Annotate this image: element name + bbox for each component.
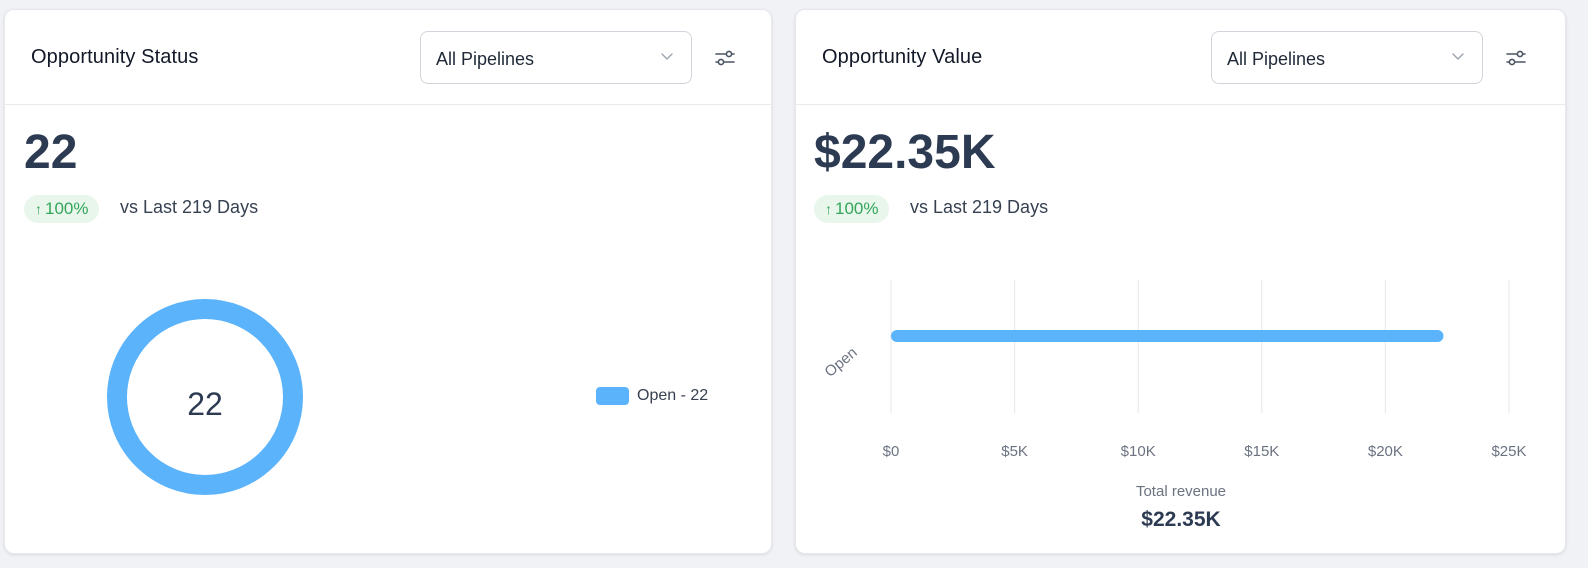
comparison-label: vs Last 219 Days [120, 197, 259, 217]
pipeline-select[interactable]: All Pipelines [420, 31, 692, 84]
x-tick-label: $25K [1491, 443, 1526, 460]
chevron-down-icon [1452, 53, 1464, 60]
chart-legend[interactable]: Open - 22 [596, 386, 708, 406]
donut-center-label: 22 [187, 386, 223, 422]
x-tick-label: $15K [1244, 443, 1279, 460]
comparison-label: vs Last 219 Days [910, 197, 1049, 217]
card-header: Opportunity Value All Pipelines [796, 10, 1565, 105]
change-value: 100% [45, 199, 89, 218]
pipeline-select[interactable]: All Pipelines [1211, 31, 1483, 84]
total-revenue-label: Total revenue [1135, 483, 1227, 500]
change-badge: ↑ 100% [24, 195, 100, 223]
legend-label-open: Open - 22 [637, 387, 709, 404]
sliders-icon[interactable] [1504, 46, 1528, 70]
card-title: Opportunity Value [822, 46, 983, 68]
donut-slice-open[interactable] [107, 299, 303, 495]
total-revenue-value: $22.35K [1141, 508, 1221, 531]
pipeline-select-value: All Pipelines [436, 49, 535, 69]
y-category-label: Open [822, 344, 861, 381]
legend-swatch-open [596, 387, 629, 405]
x-tick-label: $20K [1368, 443, 1403, 460]
opportunity-status-card: Opportunity Status All Pipelines 22 ↑ 100… [4, 9, 772, 554]
x-tick-label: $10K [1121, 443, 1156, 460]
bar-chart: $0 $5K $10K $15K $20K $25K Open [822, 280, 1527, 460]
card-title: Opportunity Status [31, 46, 199, 68]
opportunity-value-card: Opportunity Value All Pipelines $22.35K … [795, 9, 1566, 554]
x-tick-label: $5K [1001, 443, 1028, 460]
arrow-up-icon: ↑ [825, 201, 832, 217]
opportunity-value-total: $22.35K [814, 126, 996, 179]
arrow-up-icon: ↑ [35, 201, 42, 217]
pipeline-select-value: All Pipelines [1227, 49, 1326, 69]
card-header: Opportunity Status All Pipelines [5, 10, 771, 105]
donut-chart [107, 299, 303, 495]
opportunity-count: 22 [24, 126, 78, 179]
chevron-down-icon [661, 53, 673, 60]
x-tick-label: $0 [883, 443, 900, 460]
sliders-icon[interactable] [713, 46, 737, 70]
change-value: 100% [835, 199, 879, 218]
change-badge: ↑ 100% [814, 195, 890, 223]
